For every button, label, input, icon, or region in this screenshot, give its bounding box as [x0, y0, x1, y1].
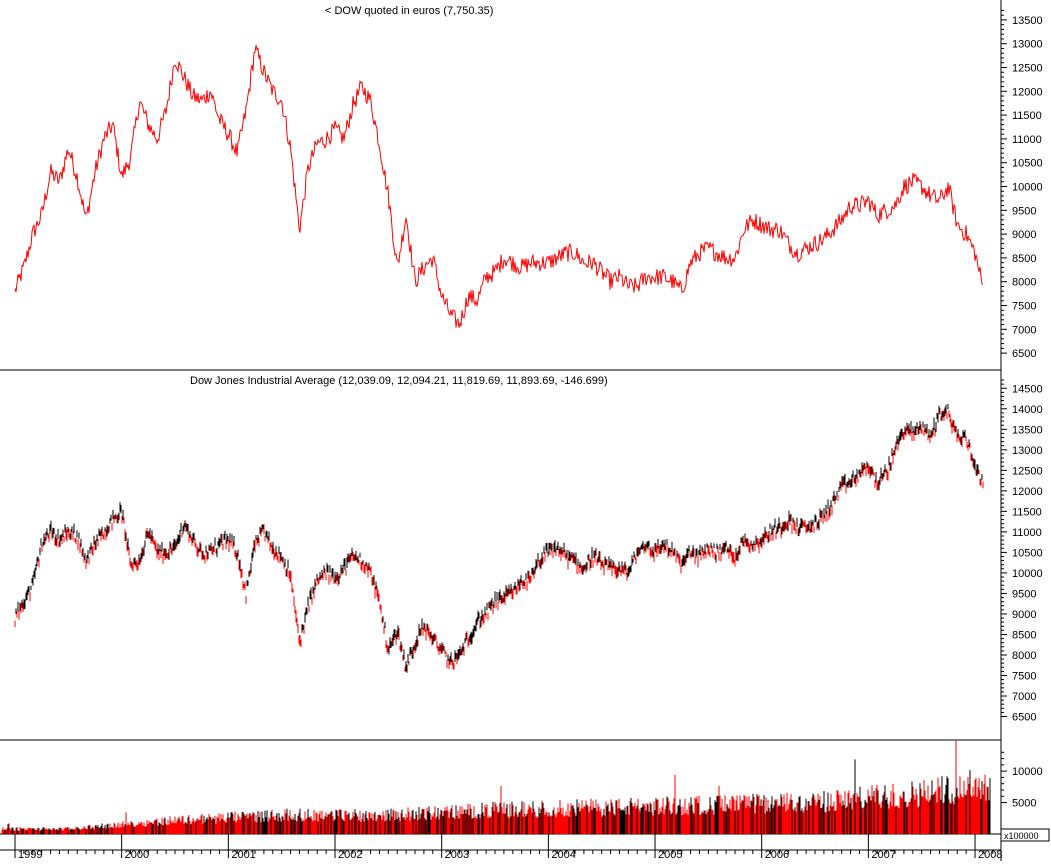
panel-volume: 5000 10000 — [1, 740, 1043, 834]
y-tick-label: 7000 — [1012, 691, 1036, 703]
y-tick-label: 11000 — [1012, 134, 1042, 146]
y-tick-label: 10000 — [1012, 766, 1043, 778]
y-tick-label: 11000 — [1012, 527, 1042, 539]
y-tick-label: 6500 — [1012, 712, 1036, 724]
chart-title-euro: < DOW quoted in euros (7,750.35) — [325, 5, 493, 17]
y-tick-label: 12500 — [1012, 465, 1043, 477]
y-tick-label: 9000 — [1012, 229, 1036, 241]
x-tick-label: 2000 — [125, 849, 149, 861]
y-tick-label: 7500 — [1012, 301, 1036, 313]
y-tick-label: 8000 — [1012, 277, 1036, 289]
y-tick-label: 10000 — [1012, 568, 1043, 580]
volume-bars-black — [4, 759, 991, 834]
y-tick-label: 13000 — [1012, 39, 1043, 51]
dow-down-bars — [14, 407, 984, 672]
x-tick-label: 2008 — [978, 849, 1002, 861]
x-tick-label: 2005 — [658, 849, 682, 861]
y-tick-label: 12500 — [1012, 63, 1043, 75]
volume-unit-label: x100000 — [1004, 831, 1039, 841]
x-tick-label: 1999 — [18, 849, 42, 861]
y-tick-label: 12000 — [1012, 86, 1043, 98]
panel-dow: 6500 7000 7500 8000 8500 9000 9500 10000 10500 11… — [14, 379, 1043, 724]
x-tick-label: 2001 — [231, 849, 255, 861]
y-tick-label: 14500 — [1012, 383, 1043, 395]
y-tick-label: 8500 — [1012, 253, 1036, 265]
euro-price-line — [14, 45, 984, 328]
y-tick-label: 8500 — [1012, 629, 1036, 641]
y-tick-label: 13000 — [1012, 445, 1043, 457]
y-tick-label: 10500 — [1012, 547, 1043, 559]
y-tick-label: 7500 — [1012, 671, 1036, 683]
x-tick-label: 2002 — [338, 849, 362, 861]
y-tick-label: 11500 — [1012, 110, 1042, 122]
x-tick-label: 2004 — [551, 849, 575, 861]
x-tick-label: 2006 — [765, 849, 789, 861]
y-tick-label: 14000 — [1012, 404, 1043, 416]
y-tick-label: 7000 — [1012, 324, 1036, 336]
y-tick-label: 10000 — [1012, 182, 1043, 194]
y-tick-label: 11500 — [1012, 506, 1042, 518]
y-tick-label: 13500 — [1012, 15, 1043, 27]
x-tick-label: 2003 — [445, 849, 469, 861]
y-tick-label: 8000 — [1012, 650, 1036, 662]
y-tick-label: 6500 — [1012, 348, 1036, 360]
y-tick-label: 9000 — [1012, 609, 1036, 621]
dow-up-bars — [15, 403, 983, 673]
volume-bars-red — [1, 740, 988, 834]
y-tick-label: 5000 — [1012, 798, 1036, 810]
y-tick-label: 9500 — [1012, 205, 1036, 217]
chart-title-dow: Dow Jones Industrial Average (12,039.09,… — [190, 375, 608, 387]
panel-euro: 6500 7000 7500 8000 8500 9000 9500 10000 10500 11… — [14, 9, 1043, 360]
y-tick-label: 9500 — [1012, 588, 1036, 600]
volume-unit-box: x100000 — [1000, 828, 1050, 842]
y-tick-label: 12000 — [1012, 486, 1043, 498]
x-axis: 1999 2000 2001 2002 2003 2004 2005 2006 2007 2008 — [14, 834, 1003, 861]
y-tick-label: 10500 — [1012, 158, 1043, 170]
x-tick-label: 2007 — [871, 849, 895, 861]
y-tick-label: 13500 — [1012, 424, 1043, 436]
